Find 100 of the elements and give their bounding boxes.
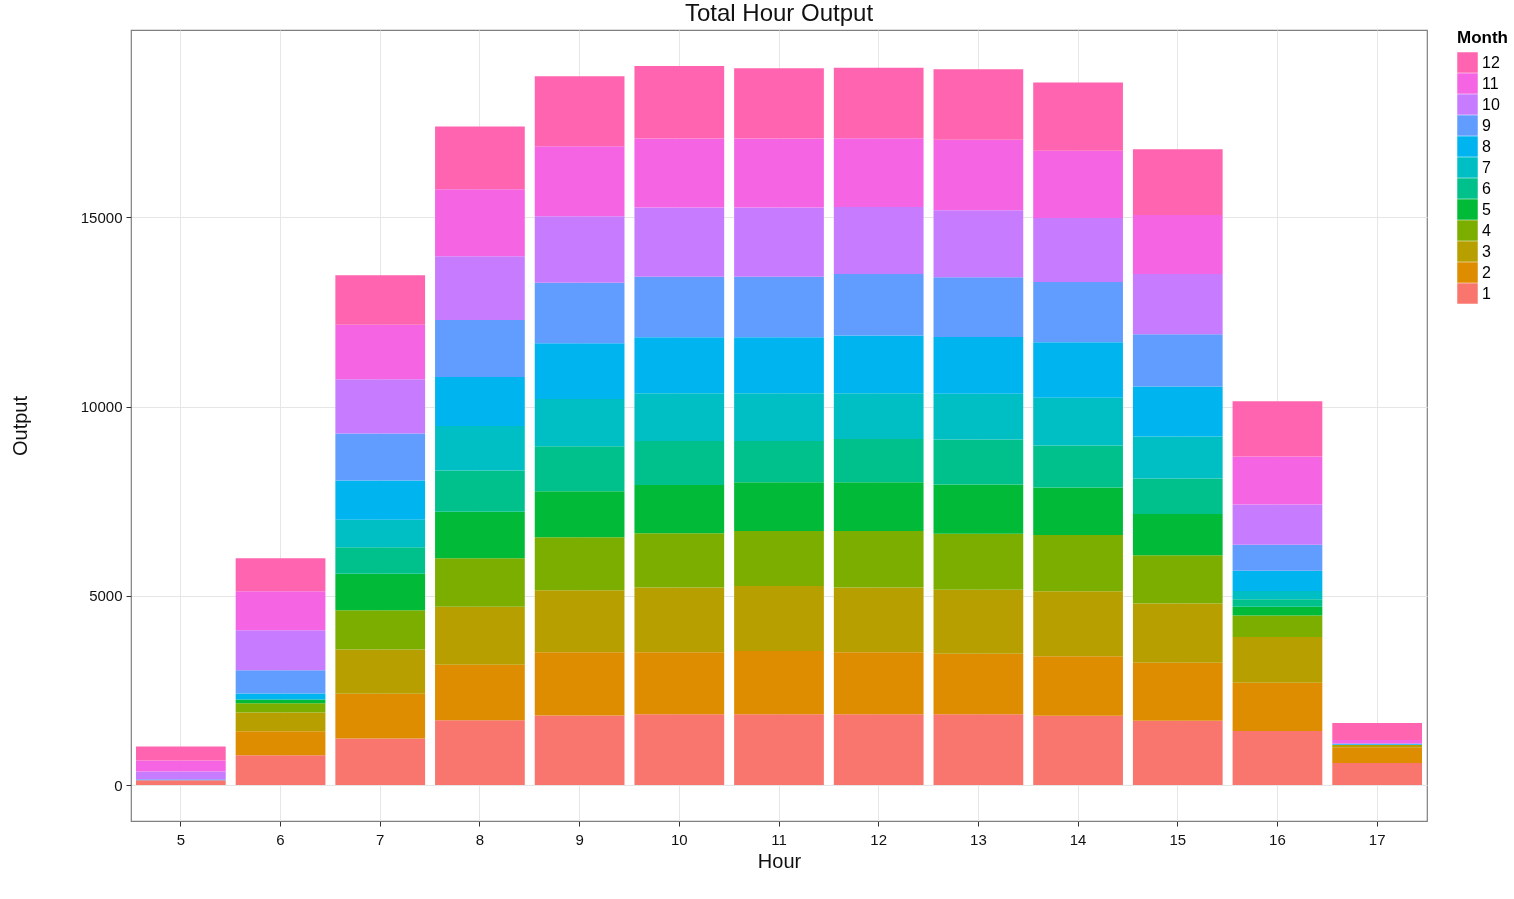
bar (335, 519, 426, 548)
bar (933, 277, 1024, 337)
bar (933, 589, 1024, 654)
bar (235, 670, 326, 694)
bar (435, 256, 525, 320)
bar (335, 610, 426, 650)
y-axis-title: Output (8, 395, 31, 457)
legend-label: 3 (1482, 242, 1491, 260)
bar (135, 746, 226, 761)
legend-label: 1 (1482, 284, 1491, 302)
bar (1332, 747, 1423, 764)
x-tick-label: 6 (276, 830, 285, 848)
bar (1033, 534, 1123, 592)
bar (435, 606, 525, 665)
bar (1232, 599, 1323, 607)
bar (1033, 591, 1123, 657)
bar (1232, 401, 1323, 457)
bar (1132, 603, 1223, 663)
bar (534, 446, 625, 492)
bar (534, 343, 625, 400)
bar (1132, 215, 1223, 275)
bar (734, 441, 824, 483)
bar (734, 714, 824, 786)
bar (534, 216, 625, 283)
bar (1132, 334, 1223, 387)
bar (1132, 555, 1223, 604)
bar (435, 664, 525, 721)
bar (1232, 682, 1323, 731)
x-tick-label: 17 (1368, 830, 1386, 848)
bar (833, 67, 924, 139)
bar (335, 573, 426, 611)
bar (634, 441, 725, 485)
x-tick-label: 13 (970, 830, 987, 848)
bar (1033, 397, 1123, 446)
bar (933, 393, 1024, 440)
bar (335, 649, 426, 694)
bar (1232, 615, 1323, 638)
bar (235, 755, 326, 786)
bar (435, 377, 525, 426)
legend-label: 9 (1482, 116, 1491, 134)
x-tick-label: 15 (1169, 830, 1187, 848)
bar (1332, 763, 1423, 786)
bar (1033, 218, 1123, 283)
bar (634, 138, 725, 208)
bar (1033, 82, 1123, 151)
bar (435, 470, 525, 512)
bar (1132, 274, 1223, 335)
bar (734, 531, 824, 586)
bar (435, 558, 525, 607)
bar (634, 587, 725, 653)
bar (1033, 487, 1123, 535)
bar (135, 771, 226, 780)
bar (634, 393, 725, 442)
bar (235, 591, 326, 631)
bar (734, 393, 824, 442)
bar (933, 336, 1024, 394)
bar (634, 276, 725, 338)
bar (833, 393, 924, 440)
bar (335, 379, 426, 434)
bar (1132, 514, 1223, 556)
bar (634, 484, 725, 534)
bar (1232, 570, 1323, 591)
bar (335, 275, 426, 325)
x-tick-label: 12 (870, 830, 888, 848)
legend-label: 2 (1482, 263, 1491, 281)
bar (335, 480, 426, 520)
bar (833, 482, 924, 532)
bar (435, 319, 525, 378)
bar (335, 547, 426, 574)
bar (833, 714, 924, 786)
legend-title: Month (1457, 28, 1508, 47)
legend-label: 12 (1482, 53, 1500, 71)
bar (634, 337, 725, 394)
legend-label: 8 (1482, 137, 1491, 155)
bar (135, 760, 226, 772)
legend-label: 10 (1482, 95, 1500, 113)
legend-label: 5 (1482, 200, 1491, 218)
bar (235, 630, 326, 671)
x-tick-label: 7 (376, 830, 385, 848)
bar (933, 714, 1024, 786)
x-tick-label: 9 (575, 830, 584, 848)
bar (734, 651, 824, 715)
bar (1232, 730, 1323, 786)
bar (1232, 637, 1323, 683)
bar (534, 399, 625, 447)
bar (534, 715, 625, 786)
bar (734, 138, 824, 208)
bar (833, 274, 924, 336)
bar (833, 138, 924, 208)
bar (1232, 606, 1323, 616)
y-tick-label: 0 (114, 776, 123, 794)
bar (734, 68, 824, 139)
bar (435, 189, 525, 257)
bar (734, 337, 824, 394)
legend-label: 7 (1482, 158, 1491, 176)
x-tick-label: 10 (670, 830, 688, 848)
bar (1033, 342, 1123, 398)
bar (933, 210, 1024, 278)
bar (1132, 436, 1223, 479)
bar (1033, 445, 1123, 488)
